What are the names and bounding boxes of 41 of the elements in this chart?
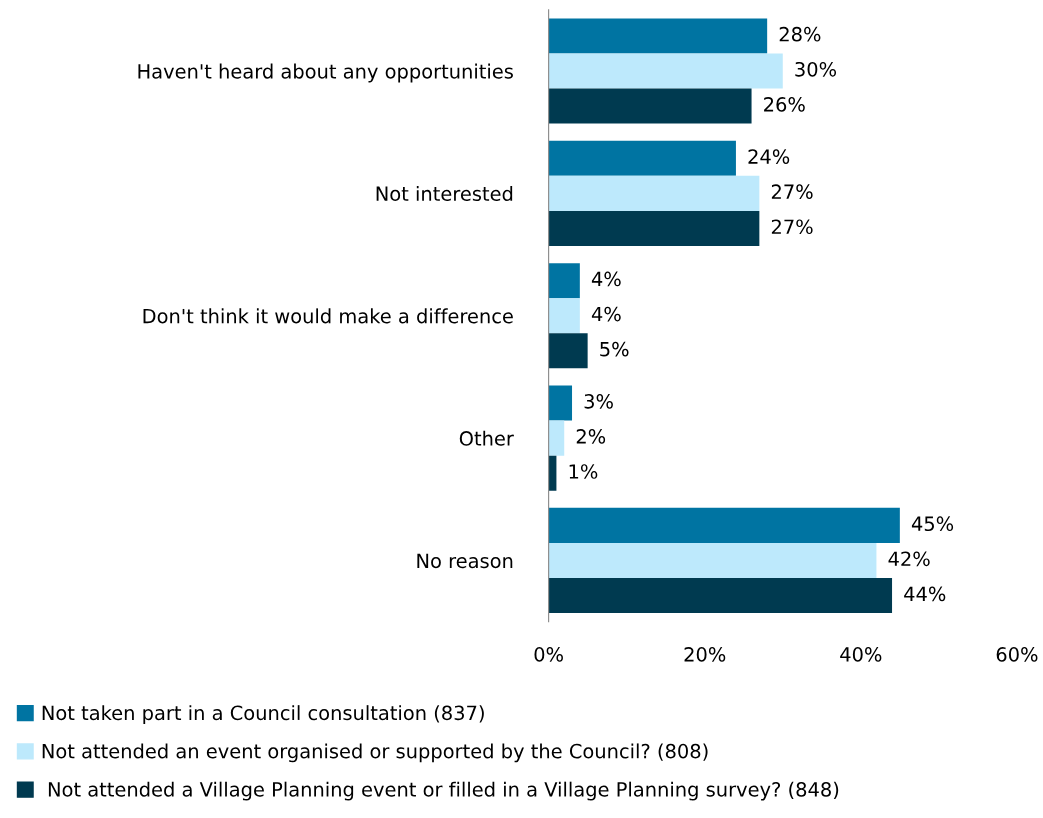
bar (548, 140, 736, 176)
bar (548, 175, 760, 211)
bar (548, 263, 580, 299)
data-label: 26% (764, 97, 805, 112)
data-label: 42% (888, 551, 930, 567)
bar (548, 507, 900, 543)
y-tick-label: Don't think it would make a difference (143, 308, 513, 324)
bar (548, 53, 783, 89)
y-tick-label: Haven't heard about any opportunities (138, 63, 513, 83)
y-tick-label: Not interested (376, 185, 513, 202)
bar (548, 18, 768, 54)
data-label: 4% (591, 306, 621, 322)
data-label: 44% (904, 586, 946, 602)
data-label: 2% (576, 429, 606, 444)
data-label: 27% (771, 184, 813, 200)
x-tick-label: 60% (996, 647, 1038, 662)
y-tick-label: Other (459, 430, 514, 446)
bar (548, 542, 877, 579)
data-label: 45% (911, 516, 954, 532)
bar (548, 578, 893, 614)
legend-label: Not attended a Village Planning event or filled in a Village Planning survey? (848) (48, 781, 839, 801)
legend-label: Not taken part in a Council consultation (837) (42, 705, 484, 724)
bar (548, 333, 588, 369)
y-tick-label: No reason (417, 553, 513, 569)
legend-label: Not attended an event organised or supported by the Council? (808) (42, 743, 708, 763)
x-tick-label: 0% (534, 647, 563, 662)
bar (548, 420, 565, 456)
data-label: 4% (591, 271, 621, 287)
data-label: 28% (779, 26, 821, 42)
data-label: 1% (569, 464, 598, 479)
data-label: 30% (795, 61, 837, 77)
x-tick-label: 20% (684, 647, 726, 662)
x-tick-label: 40% (840, 647, 882, 662)
bar (548, 298, 580, 334)
data-label: 5% (600, 341, 629, 357)
bar (548, 210, 760, 246)
data-label: 27% (771, 219, 813, 235)
data-label: 24% (748, 149, 790, 164)
data-label: 3% (584, 393, 613, 409)
bar (548, 88, 752, 124)
bar (548, 385, 573, 421)
